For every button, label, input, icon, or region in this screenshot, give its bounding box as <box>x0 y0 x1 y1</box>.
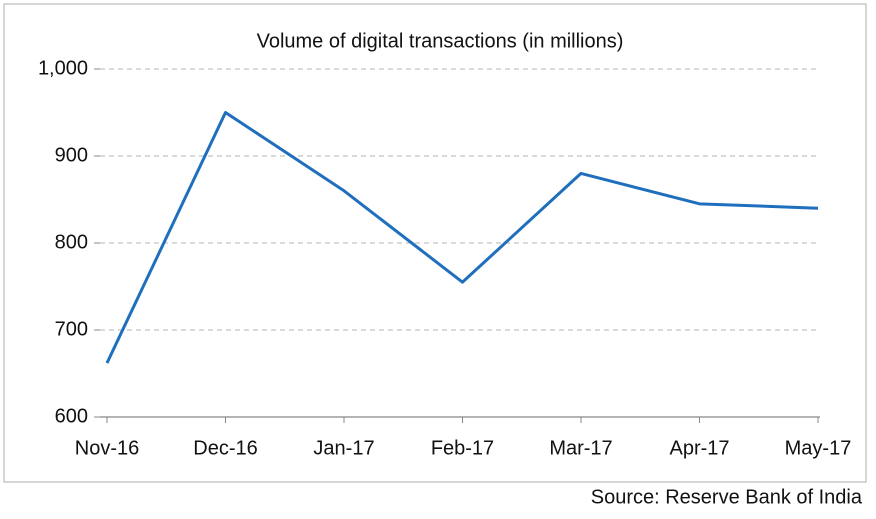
x-tick-label: Feb-17 <box>431 437 494 459</box>
y-tick-label: 600 <box>55 405 88 427</box>
x-tick-label: Mar-17 <box>549 437 612 459</box>
data-line <box>105 111 819 364</box>
y-tick-label: 800 <box>55 231 88 253</box>
x-tick-label: Nov-16 <box>75 437 139 459</box>
x-tick-label: Jan-17 <box>313 437 374 459</box>
y-tick-label: 700 <box>55 318 88 340</box>
x-tick-label: May-17 <box>785 437 852 459</box>
y-tick-label: 1,000 <box>38 57 88 79</box>
x-tick-label: Dec-16 <box>193 437 257 459</box>
y-tick-label: 900 <box>55 144 88 166</box>
source-note: Source: Reserve Bank of India <box>591 486 863 508</box>
x-tick-label: Apr-17 <box>669 437 729 459</box>
chart-title: Volume of digital transactions (in milli… <box>257 30 624 52</box>
